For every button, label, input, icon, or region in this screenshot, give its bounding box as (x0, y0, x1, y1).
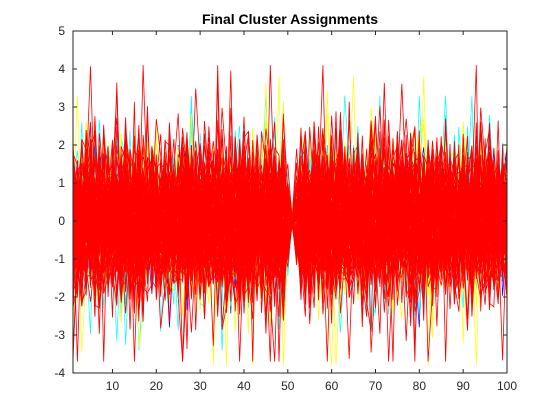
x-tick-label: 80 (413, 379, 427, 393)
y-tick-label: -1 (54, 252, 65, 266)
y-tick-label: 3 (58, 100, 65, 114)
plot-axes-box (72, 30, 508, 374)
y-tick-label: 4 (58, 62, 65, 76)
y-tick-label: 2 (58, 138, 65, 152)
y-axis: -4 -3 -2 -1 0 1 2 3 4 5 (54, 24, 507, 380)
y-tick-label: -3 (54, 328, 65, 342)
x-axis: 10 20 30 40 50 60 70 80 90 100 (106, 31, 517, 393)
chart-title: Final Cluster Assignments (202, 11, 378, 27)
y-tick-label: -2 (54, 290, 65, 304)
x-tick-label: 100 (497, 379, 517, 393)
x-tick-label: 20 (150, 379, 164, 393)
series-layer (73, 65, 507, 366)
series-line (73, 144, 507, 293)
x-tick-label: 50 (281, 379, 295, 393)
series-line (73, 146, 507, 294)
x-tick-label: 60 (325, 379, 339, 393)
x-tick-label: 70 (369, 379, 383, 393)
y-tick-label: 5 (58, 24, 65, 38)
x-tick-label: 90 (456, 379, 470, 393)
x-tick-label: 10 (106, 379, 120, 393)
y-tick-label: -4 (54, 366, 65, 380)
x-tick-label: 40 (237, 379, 251, 393)
y-tick-label: 1 (58, 176, 65, 190)
y-tick-label: 0 (58, 214, 65, 228)
series-group (73, 65, 507, 362)
x-tick-label: 30 (193, 379, 207, 393)
